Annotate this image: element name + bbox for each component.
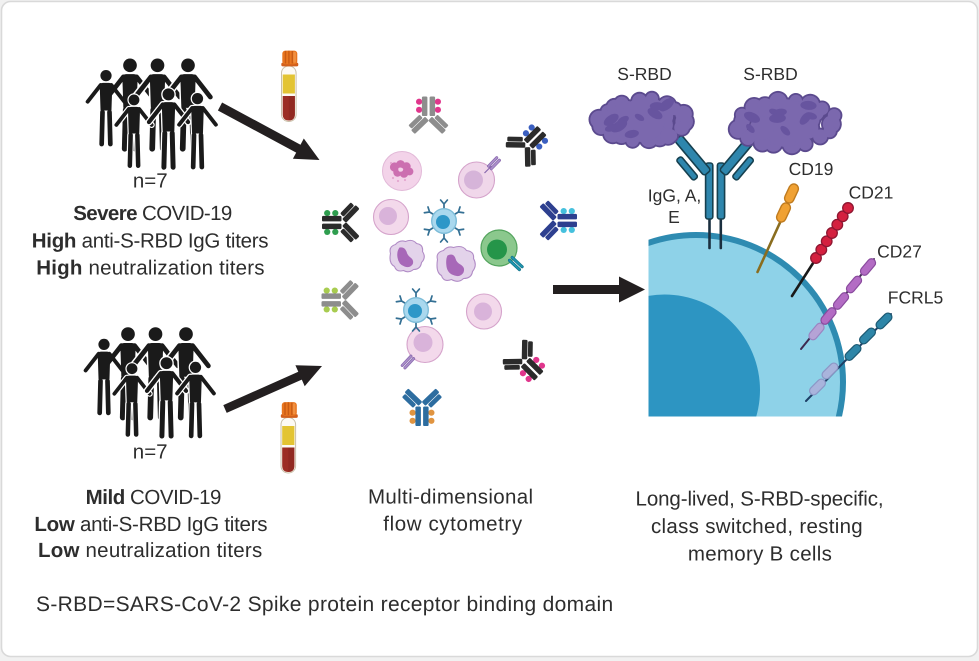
- svg-text:flow cytometry: flow cytometry: [383, 513, 523, 536]
- svg-text:CD19: CD19: [789, 159, 834, 179]
- svg-text:S-RBD: S-RBD: [617, 64, 671, 84]
- svg-text:S-RBD=SARS-CoV-2 Spike protein: S-RBD=SARS-CoV-2 Spike protein receptor …: [36, 593, 614, 616]
- svg-text:CD27: CD27: [877, 242, 922, 262]
- svg-text:Multi-dimensional: Multi-dimensional: [368, 486, 533, 509]
- svg-text:E: E: [668, 207, 680, 227]
- svg-text:class switched, resting: class switched, resting: [651, 515, 863, 538]
- svg-text:S-RBD: S-RBD: [743, 64, 797, 84]
- svg-text:High neutralization titers: High neutralization titers: [36, 257, 265, 280]
- svg-text:High anti-S-RBD IgG titers: High anti-S-RBD IgG titers: [32, 229, 269, 252]
- svg-text:IgG, A,: IgG, A,: [648, 186, 702, 206]
- svg-text:n=7: n=7: [133, 170, 168, 193]
- svg-text:memory B cells: memory B cells: [688, 543, 832, 566]
- svg-text:Low anti-S-RBD IgG titers: Low anti-S-RBD IgG titers: [34, 513, 267, 536]
- svg-text:Long-lived, S-RBD-specific,: Long-lived, S-RBD-specific,: [636, 488, 884, 511]
- svg-text:Low neutralization titers: Low neutralization titers: [38, 539, 263, 562]
- svg-text:n=7: n=7: [133, 441, 168, 464]
- svg-text:CD21: CD21: [849, 183, 894, 203]
- svg-text:Mild COVID-19: Mild COVID-19: [86, 486, 221, 509]
- svg-text:FCRL5: FCRL5: [888, 288, 943, 308]
- svg-text:Severe COVID-19: Severe COVID-19: [73, 202, 232, 225]
